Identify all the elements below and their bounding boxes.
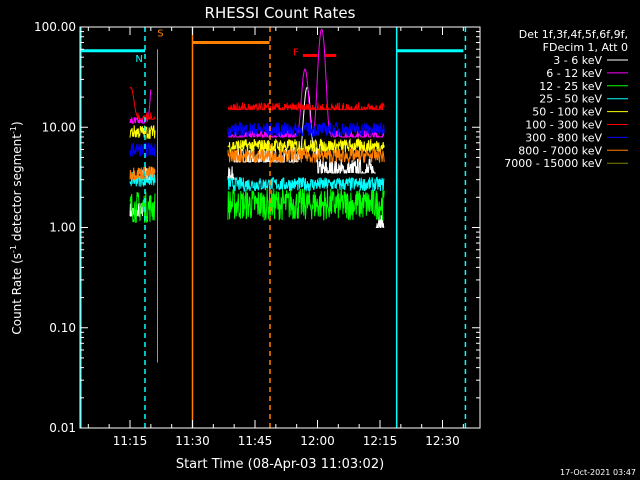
y-tick-label: 0.10 xyxy=(49,321,76,335)
series-line-4 xyxy=(129,125,385,155)
x-axis-label: Start Time (08-Apr-03 11:03:02) xyxy=(176,457,384,472)
y-tick-label: 10.00 xyxy=(42,120,76,134)
legend-entry: 25 - 50 keV xyxy=(539,93,602,106)
legend-entry: 100 - 300 keV xyxy=(525,119,602,132)
y-axis-label-sup2: -1 xyxy=(9,126,18,134)
legend: Det 1f,3f,4f,5f,6f,9f,FDecim 1, Att 03 -… xyxy=(504,28,628,170)
series-line-2 xyxy=(129,188,385,224)
y-tick-label: 1.00 xyxy=(49,221,76,235)
legend-entry: 300 - 800 keV xyxy=(525,131,602,144)
x-tick-label: 11:15 xyxy=(113,434,148,448)
legend-entry: 50 - 100 keV xyxy=(532,106,602,119)
legend-entry: 12 - 25 keV xyxy=(539,80,602,93)
legend-header: Det 1f,3f,4f,5f,6f,9f, xyxy=(519,28,628,41)
x-tick-label: 12:30 xyxy=(425,434,460,448)
y-axis-label-mid: detector segment xyxy=(10,134,24,245)
series-line-5 xyxy=(129,86,385,121)
series-line-3 xyxy=(129,172,385,193)
legend-entry: 7000 - 15000 keV xyxy=(504,157,602,170)
legend-entry: 800 - 7000 keV xyxy=(518,144,602,157)
x-tick-label: 12:15 xyxy=(363,434,398,448)
legend-entry: 3 - 6 keV xyxy=(553,54,602,67)
footer-timestamp: 17-Oct-2021 03:47 xyxy=(560,468,636,477)
chart-title: RHESSI Count Rates xyxy=(205,4,356,22)
data-layer xyxy=(129,28,385,228)
annotation-layer: N S F xyxy=(80,27,467,428)
x-tick-label: 12:00 xyxy=(300,434,335,448)
legend-header: FDecim 1, Att 0 xyxy=(543,41,628,54)
x-tick-label: 11:45 xyxy=(238,434,273,448)
flag-label: F xyxy=(293,47,299,58)
y-axis-label-end: ) xyxy=(10,121,24,126)
y-axis-label: Count Rate (s-1 detector segment-1) xyxy=(9,121,24,334)
y-axis-label-sup: -1 xyxy=(9,245,18,253)
x-tick-label: 11:30 xyxy=(175,434,210,448)
y-tick-label: 0.01 xyxy=(49,421,76,435)
series-line-1 xyxy=(129,28,385,139)
y-axis-label-main: Count Rate (s xyxy=(10,253,24,335)
plot-frame xyxy=(79,26,481,429)
series-line-6 xyxy=(129,121,385,157)
y-axis: 100.00 10.00 1.00 0.10 0.01 xyxy=(34,20,480,435)
flag-label: S xyxy=(157,29,163,40)
y-tick-label: 100.00 xyxy=(34,20,76,34)
x-axis: 11:15 11:30 11:45 12:00 12:15 12:30 xyxy=(87,27,464,448)
flag-label: N xyxy=(135,54,142,65)
legend-entry: 6 - 12 keV xyxy=(546,67,602,80)
series-line-7 xyxy=(129,147,385,181)
